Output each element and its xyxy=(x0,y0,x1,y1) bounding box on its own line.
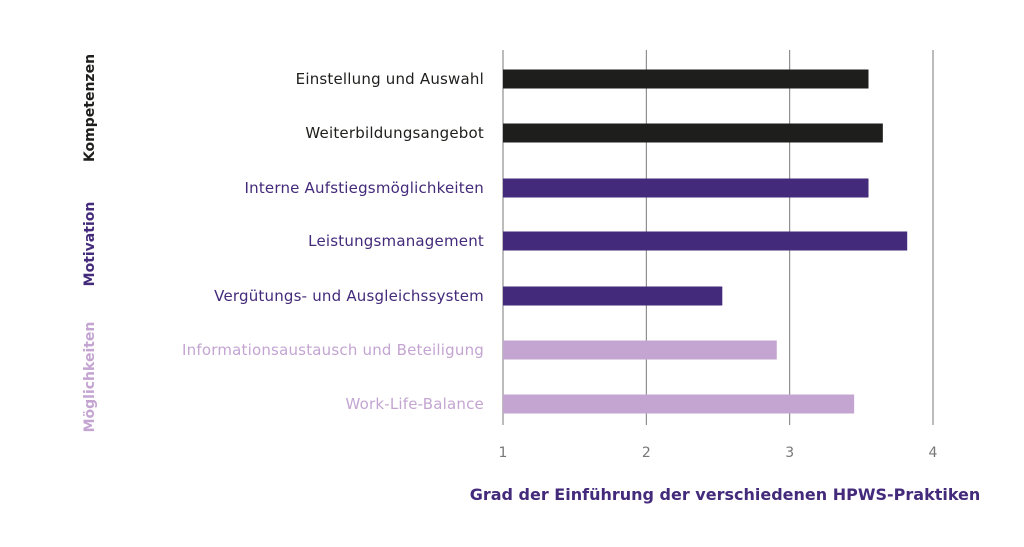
category-label: Leistungsmanagement xyxy=(308,232,484,250)
group-label: Kompetenzen xyxy=(82,54,98,162)
x-axis-title: Grad der Einführung der verschiedenen HP… xyxy=(470,485,981,504)
category-label: Weiterbildungsangebot xyxy=(305,124,484,142)
bars xyxy=(503,69,908,414)
bar xyxy=(503,178,869,198)
bar xyxy=(503,340,777,360)
bar xyxy=(503,394,855,414)
category-label: Interne Aufstiegsmöglichkeiten xyxy=(245,179,485,197)
category-label: Work-Life-Balance xyxy=(345,395,484,413)
category-labels: Einstellung und Auswahl Weiterbildungsang… xyxy=(182,70,484,413)
category-label: Einstellung und Auswahl xyxy=(296,70,484,88)
category-label: Vergütungs- und Ausgleichssystem xyxy=(214,287,484,305)
bar xyxy=(503,231,908,251)
x-tick-label: 2 xyxy=(642,445,651,461)
x-tick-label: 1 xyxy=(499,445,508,461)
group-labels: Kompetenzen Motivation Möglichkeiten xyxy=(82,54,98,432)
bar xyxy=(503,69,869,89)
group-label: Möglichkeiten xyxy=(82,322,98,433)
x-tick-label: 3 xyxy=(785,445,794,461)
x-tick-labels: 1 2 3 4 xyxy=(499,445,938,461)
bar xyxy=(503,286,723,306)
x-tick-label: 4 xyxy=(929,445,938,461)
category-label: Informationsaustausch und Beteiligung xyxy=(182,341,484,359)
bar xyxy=(503,123,883,143)
group-label: Motivation xyxy=(82,202,98,287)
